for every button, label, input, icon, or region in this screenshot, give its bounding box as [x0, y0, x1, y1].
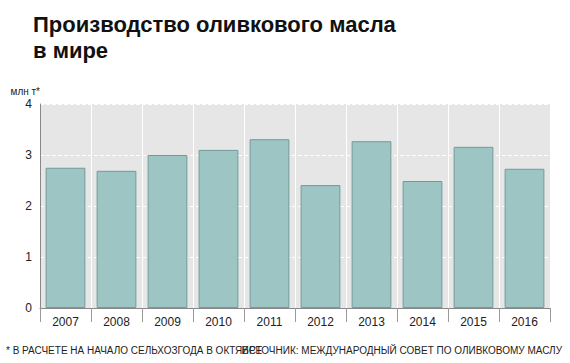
svg-text:2015: 2015: [460, 315, 487, 329]
svg-text:2010: 2010: [205, 315, 232, 329]
svg-text:2: 2: [25, 199, 32, 213]
svg-text:в мире: в мире: [33, 38, 108, 63]
svg-text:3: 3: [25, 148, 32, 162]
svg-text:2007: 2007: [52, 315, 79, 329]
svg-text:2013: 2013: [358, 315, 385, 329]
svg-text:2008: 2008: [103, 315, 130, 329]
svg-text:1: 1: [25, 250, 32, 264]
svg-text:4: 4: [25, 97, 32, 111]
svg-text:Производство оливкового масла: Производство оливкового масла: [33, 12, 397, 37]
svg-text:2011: 2011: [257, 315, 283, 329]
svg-text:0: 0: [25, 301, 32, 315]
svg-text:* В РАСЧЕТЕ НА НАЧАЛО СЕЛЬХОЗГ: * В РАСЧЕТЕ НА НАЧАЛО СЕЛЬХОЗГОДА В ОКТЯ…: [6, 345, 263, 356]
svg-text:2016: 2016: [511, 315, 538, 329]
svg-text:2014: 2014: [409, 315, 436, 329]
svg-text:2012: 2012: [307, 315, 334, 329]
svg-text:ИСТОЧНИК: МЕЖДУНАРОДНЫЙ СОВЕТ: ИСТОЧНИК: МЕЖДУНАРОДНЫЙ СОВЕТ ПО ОЛИВКОВ…: [242, 344, 563, 356]
svg-text:млн т*: млн т*: [11, 86, 41, 97]
svg-text:2009: 2009: [154, 315, 181, 329]
